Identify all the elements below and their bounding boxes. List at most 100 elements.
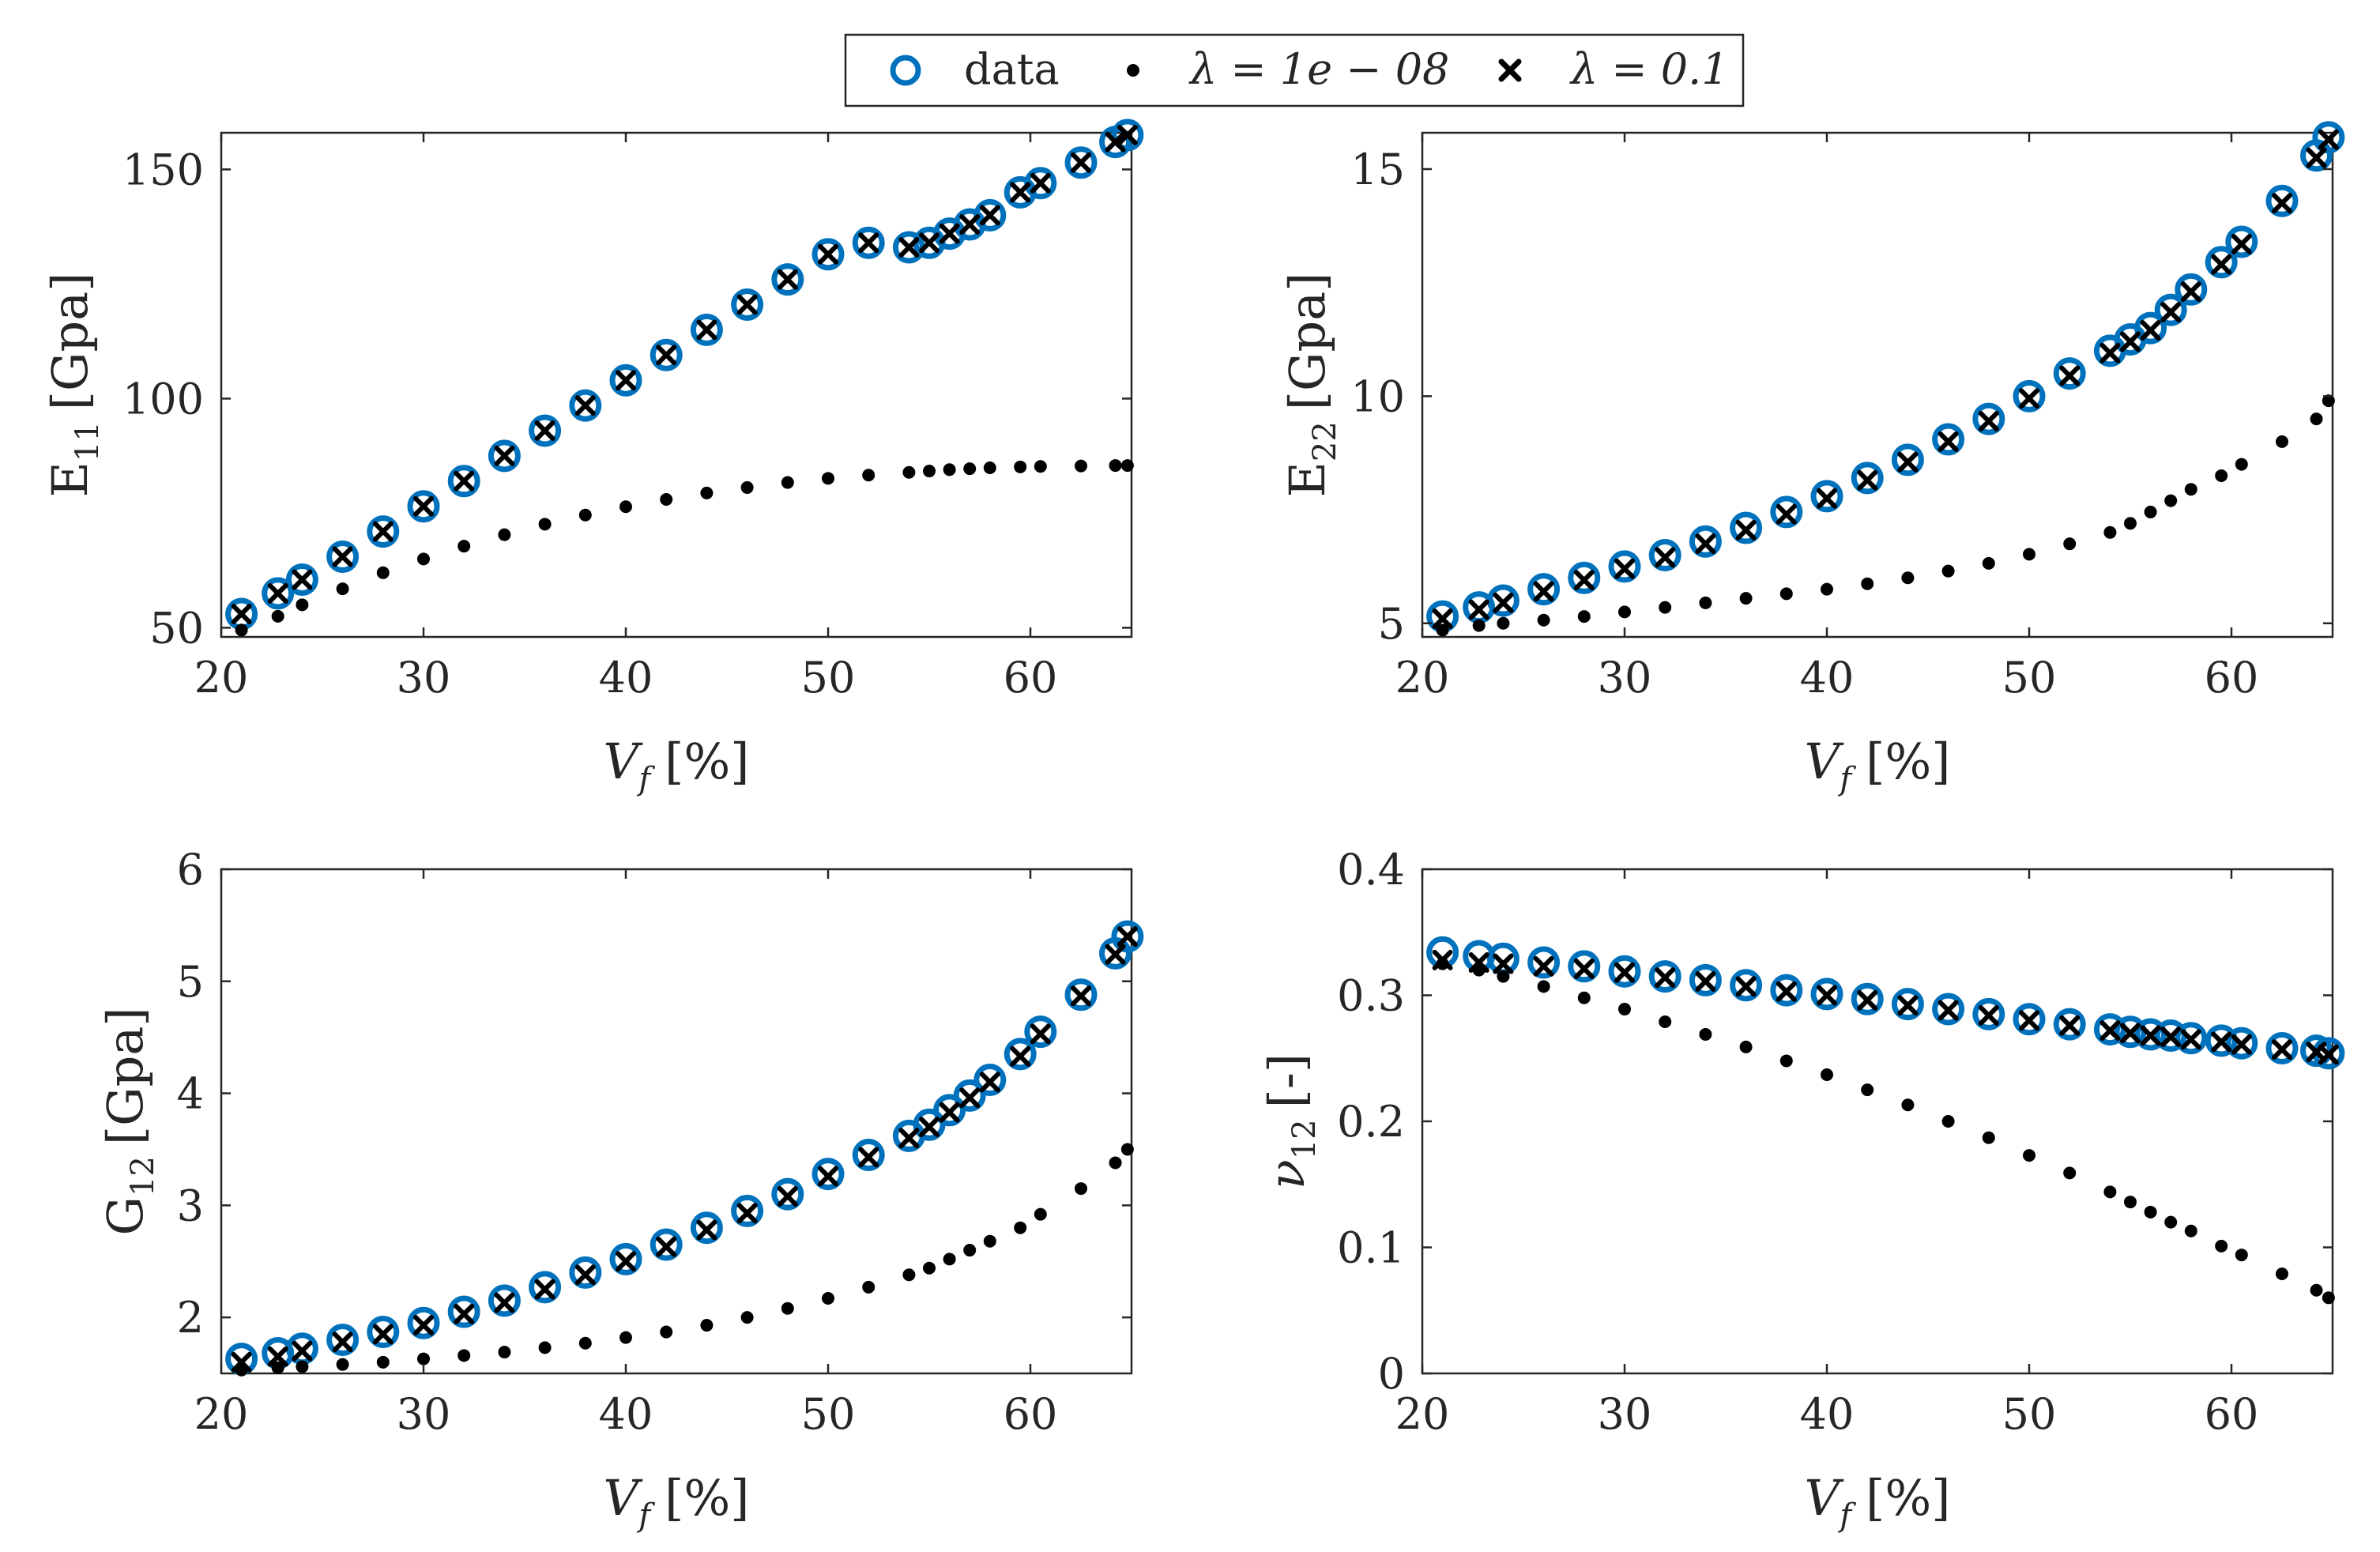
panel-g12-point-data [569,1256,602,1289]
panel-e22-point-lambda-1e-08 [2124,517,2137,530]
panel-nu12-ytick-label: 0.4 [1337,845,1405,895]
panel-g12-point-lambda-1e-08 [923,1261,936,1275]
panel-e22-point-lambda-0.1 [2160,302,2182,323]
panel-e22-point-data [2312,121,2345,154]
panel-e22-point-data [1851,461,1884,495]
panel-g12-point-data [953,1079,986,1112]
panel-g12-point-lambda-0.1 [454,1303,475,1324]
panel-e22-point-lambda-1e-08 [2023,548,2035,561]
panel-nu12-xtick-label: 20 [1395,1389,1450,1439]
panel-g12-point-data [529,1271,562,1304]
panel-e22-ylabel: E22[Gpa] [1278,273,1343,498]
panel-e22-point-lambda-1e-08 [2063,537,2077,551]
panel-e11-point-lambda-1e-08 [781,476,794,489]
panel-g12-point-lambda-1e-08 [458,1349,471,1362]
panel-nu12-point-lambda-0.1 [2211,1031,2232,1053]
panel-e22-marks [1426,121,2345,637]
panel-g12-point-lambda-0.1 [777,1185,798,1207]
panel-nu12-point-lambda-0.1 [1468,952,1489,974]
panel-e11-point-lambda-1e-08 [700,486,714,499]
panel-e11-ytick-label: 150 [122,145,204,194]
legend-box [844,33,1745,107]
panel-e11-point-lambda-1e-08 [983,461,996,474]
panel-g12-point-lambda-1e-08 [983,1234,996,1248]
panel-g12-point-lambda-0.1 [656,1236,677,1257]
panel-g12-point-lambda-1e-08 [498,1346,511,1359]
panel-e22-point-lambda-1e-08 [2164,494,2178,507]
panel-e11-point-lambda-0.1 [1071,152,1091,173]
panel-g12-point-data [1004,1038,1037,1071]
panel-nu12-point-lambda-0.1 [1573,959,1595,980]
panel-e22-point-lambda-0.1 [1857,469,1878,491]
panel-g12-point-lambda-0.1 [616,1251,636,1272]
panel-g12-point-data [367,1316,400,1349]
panel-e22-xtick-label: 20 [1395,653,1450,703]
panel-g12-point-data [812,1158,845,1191]
panel-e11-point-lambda-1e-08 [822,472,834,485]
panel-e22-point-data [1568,561,1601,594]
panel-nu12-point-lambda-1e-08 [1618,1003,1631,1016]
panel-g12-point-lambda-1e-08 [578,1336,592,1350]
panel-e22-ytick-label: 10 [1350,371,1405,421]
panel-e11-point-lambda-1e-08 [740,480,754,494]
panel-e22-plot-area [1421,131,2334,639]
panel-e11-point-lambda-1e-08 [376,566,390,579]
panel-g12-ytick-label: 3 [177,1181,204,1230]
legend-marker-data [890,55,921,86]
panel-e11-point-data [852,226,885,259]
panel-g12-point-lambda-1e-08 [417,1352,430,1366]
panel-e22-point-lambda-1e-08 [2310,412,2323,426]
legend: data λ = 1e − 08 λ = 0.1 [844,33,1745,107]
panel-e22-point-lambda-1e-08 [1901,571,1915,585]
panel-e22-point-lambda-0.1 [2099,342,2121,364]
panel-g12-point-data [1111,920,1144,953]
panel-nu12-point-lambda-0.1 [1614,962,1635,983]
panel-nu12-ytick-label: 0 [1378,1349,1405,1399]
panel-e11-point-lambda-0.1 [1117,124,1138,145]
panel-e11-point-lambda-0.1 [979,205,1000,226]
panel-nu12-point-lambda-1e-08 [1861,1083,1874,1097]
panel-nu12-point-lambda-1e-08 [1537,980,1550,993]
panel-g12-point-lambda-0.1 [696,1219,717,1241]
panel-e11-point-lambda-1e-08 [619,500,632,514]
panel-e22-point-lambda-1e-08 [1739,592,1753,605]
panel-e22-point-data [2154,293,2187,326]
panel-e22-point-data [2134,311,2167,345]
panel-nu12-point-lambda-0.1 [2099,1020,2121,1042]
panel-g12-ytick-label: 6 [177,845,204,895]
panel-e11-point-lambda-0.1 [1105,131,1126,153]
panel-g12-marks [225,920,1144,1377]
panel-nu12-point-lambda-0.1 [1938,1000,1959,1021]
panel-g12-point-lambda-0.1 [1010,1045,1031,1067]
panel-g12-point-lambda-0.1 [1030,1023,1051,1045]
panel-g12-point-data [488,1284,521,1317]
panel-e11-point-lambda-1e-08 [902,465,916,479]
panel-e22-point-lambda-1e-08 [2215,469,2228,482]
panel-e11-point-lambda-0.1 [494,445,515,466]
panel-nu12-point-lambda-1e-08 [2276,1267,2288,1280]
panel-nu12-point-lambda-1e-08 [1982,1131,1995,1144]
panel-g12-point-lambda-0.1 [858,1147,879,1168]
panel-g12-ticks: 20 30 40 50 60 2 3 4 5 6 [177,845,1132,1439]
panel-e22-point-lambda-1e-08 [1861,577,1874,590]
panel-e11-ylabel: E11[Gpa] [41,273,106,498]
panel-e22-point-lambda-1e-08 [2103,525,2117,539]
panel-e22-point-data [2053,357,2086,390]
panel-e11-point-data [262,577,295,610]
panel-e11-point-data [771,263,804,296]
panel-nu12-point-lambda-0.1 [1533,955,1554,977]
panel-e11-point-lambda-0.1 [574,395,596,416]
panel-nu12-point-data [1568,950,1601,983]
panel-nu12-point-lambda-1e-08 [1901,1098,1915,1112]
panel-e11-point-lambda-0.1 [736,294,758,315]
panel-e11-point-lambda-0.1 [919,232,940,254]
panel-nu12-point-data [1851,982,1884,1015]
panel-e22-ytick-label: 5 [1378,599,1405,649]
panel-e22-point-data [1527,573,1561,606]
panel-g12-xlabel: Vf [%] [604,1469,750,1534]
panel-e22-xtick-label: 50 [2002,653,2057,703]
panel-e22-point-data [1972,402,2005,435]
panel-e11-point-data [690,313,723,346]
panel-g12-point-lambda-1e-08 [902,1268,916,1282]
panel-g12-xtick-label: 20 [194,1389,249,1439]
